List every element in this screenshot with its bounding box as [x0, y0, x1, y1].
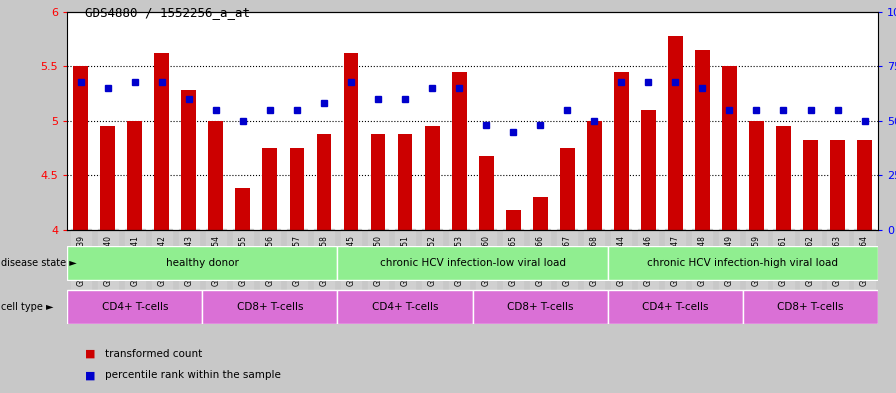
Bar	[830, 140, 845, 230]
Text: CD8+ T-cells: CD8+ T-cells	[237, 301, 303, 312]
Text: healthy donor: healthy donor	[166, 258, 239, 268]
Bar	[478, 156, 494, 230]
Bar	[127, 121, 142, 230]
Text: cell type ►: cell type ►	[1, 301, 54, 312]
Bar	[236, 189, 250, 230]
Bar	[181, 90, 196, 230]
Bar	[289, 148, 305, 230]
Bar	[67, 290, 202, 323]
Text: ■: ■	[85, 349, 96, 359]
Bar	[695, 50, 710, 230]
Bar	[154, 53, 169, 230]
Bar	[338, 246, 607, 280]
Bar	[560, 148, 574, 230]
Bar	[100, 126, 116, 230]
Bar	[452, 72, 467, 230]
Bar	[209, 121, 223, 230]
Bar	[722, 66, 737, 230]
Bar	[668, 36, 683, 230]
Text: chronic HCV infection-low viral load: chronic HCV infection-low viral load	[380, 258, 565, 268]
Bar	[803, 140, 818, 230]
Bar	[857, 140, 872, 230]
Bar	[73, 66, 88, 230]
Text: disease state ►: disease state ►	[1, 258, 77, 268]
Bar	[398, 134, 412, 230]
Bar	[473, 290, 607, 323]
Text: CD8+ T-cells: CD8+ T-cells	[777, 301, 844, 312]
Bar	[587, 121, 602, 230]
Bar	[749, 121, 764, 230]
Bar	[776, 126, 791, 230]
Text: CD4+ T-cells: CD4+ T-cells	[642, 301, 709, 312]
Bar	[67, 246, 338, 280]
Bar	[533, 197, 547, 230]
Bar	[743, 290, 878, 323]
Bar	[607, 290, 743, 323]
Bar	[338, 290, 473, 323]
Bar	[641, 110, 656, 230]
Text: CD8+ T-cells: CD8+ T-cells	[507, 301, 573, 312]
Text: percentile rank within the sample: percentile rank within the sample	[105, 370, 280, 380]
Bar	[614, 72, 629, 230]
Text: CD4+ T-cells: CD4+ T-cells	[372, 301, 438, 312]
Bar	[202, 290, 338, 323]
Bar	[425, 126, 440, 230]
Bar	[263, 148, 278, 230]
Bar	[607, 246, 878, 280]
Bar	[371, 134, 385, 230]
Bar	[505, 210, 521, 230]
Bar	[316, 134, 332, 230]
Text: chronic HCV infection-high viral load: chronic HCV infection-high viral load	[648, 258, 839, 268]
Text: GDS4880 / 1552256_a_at: GDS4880 / 1552256_a_at	[85, 6, 250, 19]
Text: transformed count: transformed count	[105, 349, 202, 359]
Text: ■: ■	[85, 370, 96, 380]
Text: CD4+ T-cells: CD4+ T-cells	[101, 301, 168, 312]
Bar	[343, 53, 358, 230]
